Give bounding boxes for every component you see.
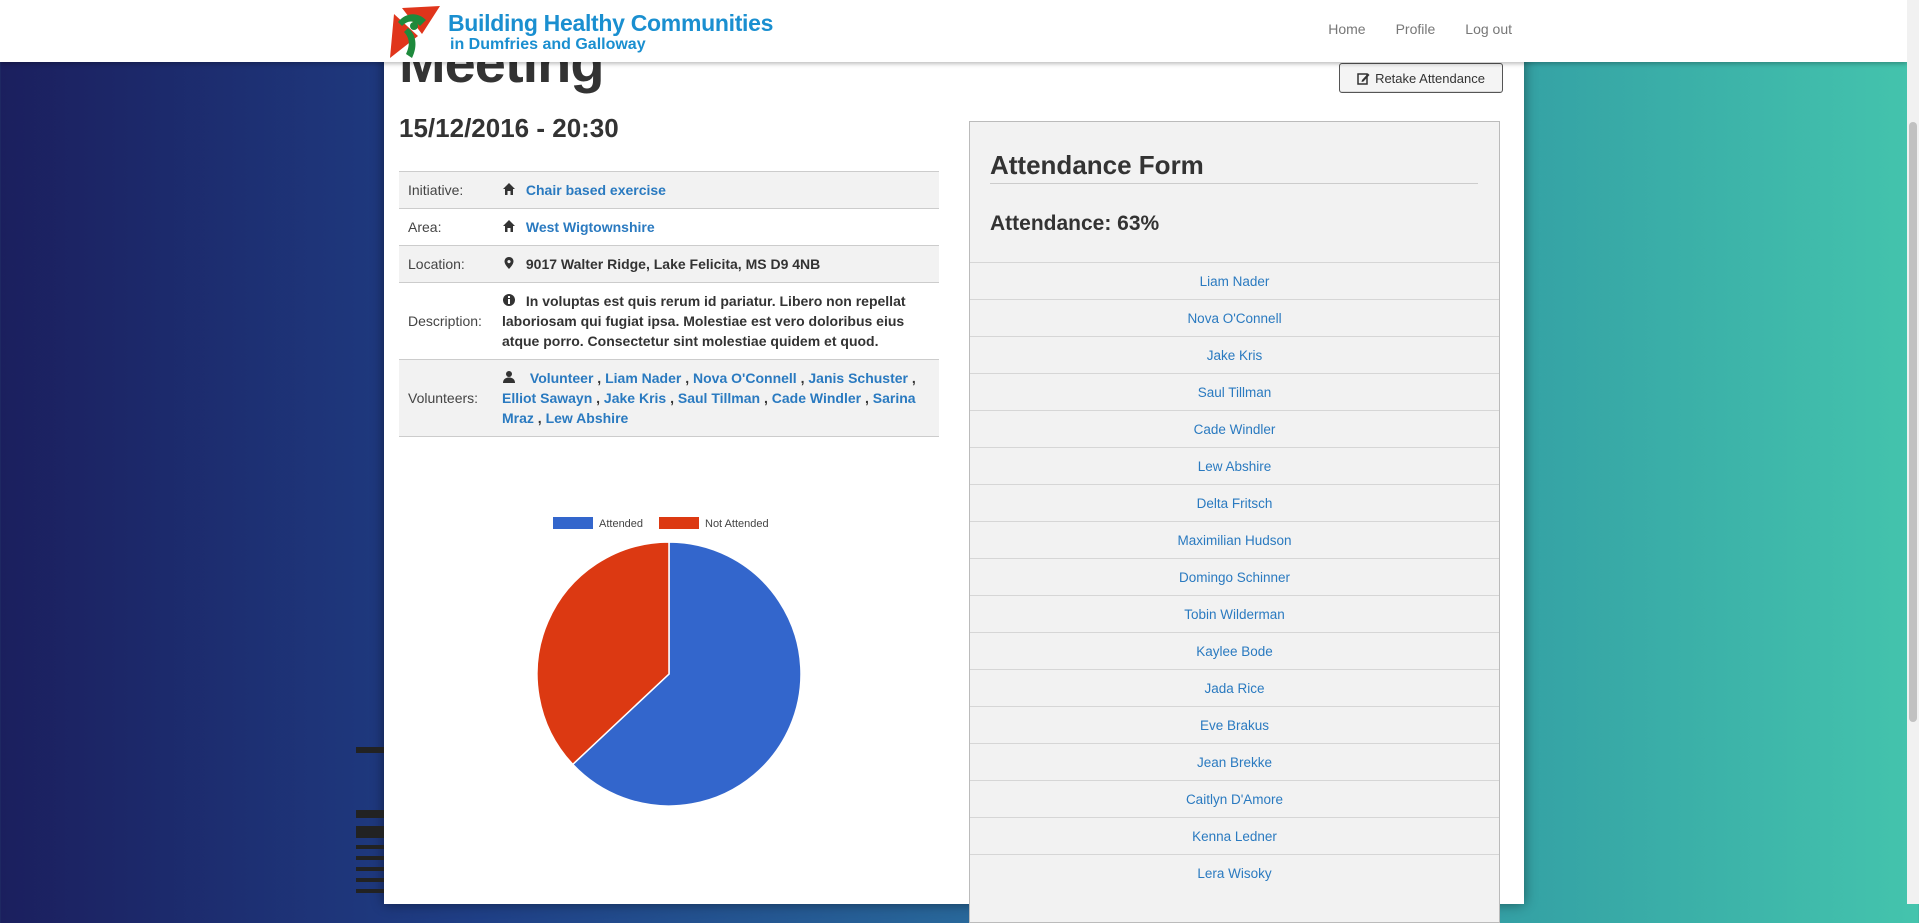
separator: , [907,370,916,386]
volunteer-link[interactable]: Liam Nader [605,370,682,386]
nav-profile[interactable]: Profile [1395,21,1436,37]
detail-label: Location: [399,245,493,283]
scrollbar-thumb[interactable] [1909,122,1917,722]
attendee-item[interactable]: Domingo Schinner [970,558,1499,595]
logo-icon [390,6,440,58]
top-navbar: Building Healthy Communities in Dumfries… [0,0,1907,62]
legend-swatch [553,517,593,529]
description-text: In voluptas est quis rerum id pariatur. … [502,293,906,349]
attendance-pie-chart: Attended Not Attended [536,517,802,807]
detail-row-area: Area: West Wigtownshire [399,208,939,246]
separator: , [533,410,546,426]
volunteer-link[interactable]: Volunteer [529,370,594,386]
info-icon [503,294,515,306]
attendee-item[interactable]: Jada Rice [970,669,1499,706]
background-mark [356,889,384,893]
detail-row-initiative: Initiative: Chair based exercise [399,171,939,209]
location-text: 9017 Walter Ridge, Lake Felicita, MS D9 … [525,256,821,272]
brand-title: Building Healthy Communities [448,9,774,36]
attendee-item[interactable]: Liam Nader [970,262,1499,299]
separator: , [681,370,694,386]
legend-label: Attended [599,518,643,530]
volunteer-link[interactable]: Saul Tillman [677,390,761,406]
attendee-item[interactable]: Nova O'Connell [970,299,1499,336]
attendee-item[interactable]: Lera Wisoky [970,854,1499,891]
background-mark [356,810,384,818]
initiative-link[interactable]: Chair based exercise [525,182,666,198]
separator: , [760,390,772,406]
edit-icon [1357,72,1370,85]
area-link[interactable]: West Wigtownshire [525,219,655,235]
detail-row-volunteers: Volunteers: Volunteer , Liam Nader , Nov… [399,359,939,437]
attendee-item[interactable]: Jake Kris [970,336,1499,373]
volunteer-link[interactable]: Janis Schuster [808,370,908,386]
attendance-form-title: Attendance Form [990,150,1478,184]
background-mark [356,867,384,871]
volunteer-link[interactable]: Jake Kris [603,390,667,406]
legend-swatch [659,517,699,529]
nav-logout[interactable]: Log out [1465,21,1512,37]
detail-label: Area: [399,208,493,246]
volunteer-link[interactable]: Lew Abshire [545,410,629,426]
separator: , [593,370,606,386]
background-mark [356,856,384,860]
attendee-item[interactable]: Lew Abshire [970,447,1499,484]
retake-attendance-button[interactable]: Retake Attendance [1339,63,1503,93]
attendee-item[interactable]: Kaylee Bode [970,632,1499,669]
background-mark [356,826,384,838]
retake-attendance-label: Retake Attendance [1375,70,1485,86]
background-mark [356,845,384,849]
attendee-item[interactable]: Caitlyn D'Amore [970,780,1499,817]
attendee-item[interactable]: Delta Fritsch [970,484,1499,521]
detail-label: Description: [399,282,493,360]
volunteer-link[interactable]: Nova O'Connell [693,370,797,386]
separator: , [796,370,809,386]
attendee-item[interactable]: Saul Tillman [970,373,1499,410]
attendee-item[interactable]: Eve Brakus [970,706,1499,743]
attendee-item[interactable]: Maximilian Hudson [970,521,1499,558]
separator: , [592,390,604,406]
nav-home[interactable]: Home [1328,21,1366,37]
map-marker-icon [504,257,514,269]
detail-label: Initiative: [399,171,493,209]
meeting-date: 15/12/2016 - 20:30 [399,113,619,143]
attendee-item[interactable]: Kenna Ledner [970,817,1499,854]
brand-subtitle: in Dumfries and Galloway [450,35,646,53]
attendee-item[interactable]: Tobin Wilderman [970,595,1499,632]
home-icon [503,220,515,232]
separator: , [861,390,873,406]
background-mark [356,747,384,753]
volunteer-link[interactable]: Elliot Sawayn [502,390,593,406]
detail-row-location: Location: 9017 Walter Ridge, Lake Felici… [399,245,939,283]
home-icon [503,183,515,195]
detail-label: Volunteers: [399,359,493,437]
nav-links: Home Profile Log out [1328,21,1512,37]
attendance-form-panel: Attendance Form Attendance: 63% Liam Nad… [969,121,1500,923]
detail-row-description: Description: In voluptas est quis rerum … [399,282,939,360]
attendance-percentage: Attendance: 63% [990,212,1160,235]
page-scrollbar[interactable] [1907,0,1919,904]
pie-slice-not-attended[interactable] [536,541,670,766]
pie-slice-attended[interactable] [571,541,802,807]
separator: , [666,390,678,406]
attendee-item[interactable]: Jean Brekke [970,743,1499,780]
meeting-details-table: Initiative: Chair based exercise Area: W… [399,171,939,437]
legend-label: Not Attended [705,518,769,530]
user-icon [503,371,515,383]
volunteer-link[interactable]: Sarina Mraz [502,390,916,426]
brand-home-link[interactable]: Building Healthy Communities in Dumfries… [388,4,773,60]
volunteer-link[interactable]: Cade Windler [771,390,862,406]
attendee-item[interactable]: Cade Windler [970,410,1499,447]
background-mark [356,878,384,882]
attendance-list: Liam Nader Nova O'Connell Jake Kris Saul Ti… [970,262,1499,891]
